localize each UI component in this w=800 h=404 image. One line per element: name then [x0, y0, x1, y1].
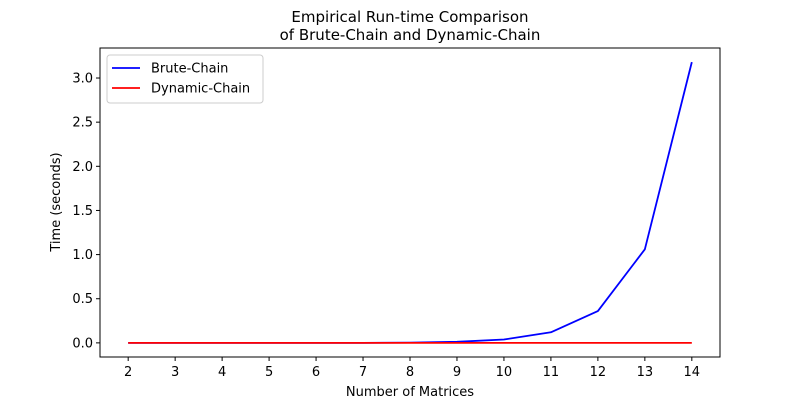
x-tick-label: 7	[359, 365, 367, 380]
y-tick-label: 1.5	[72, 204, 93, 219]
series-line-brute-chain	[128, 61, 693, 344]
x-tick-label: 11	[543, 365, 560, 380]
x-tick-label: 10	[496, 365, 513, 380]
x-tick-label: 6	[312, 365, 320, 380]
x-axis-ticks: 2 3 4 5 6 7 8 9 10 11 12 13 14	[124, 357, 700, 380]
y-tick-label: 0.0	[72, 336, 93, 351]
x-tick-label: 5	[265, 365, 273, 380]
x-tick-label: 8	[406, 365, 414, 380]
legend-label-dynamic-chain: Dynamic-Chain	[151, 82, 250, 97]
y-axis-label: Time (seconds)	[49, 152, 64, 252]
y-tick-label: 2.0	[72, 160, 93, 175]
x-tick-label: 14	[684, 365, 701, 380]
legend-label-brute-chain: Brute-Chain	[151, 62, 228, 77]
chart-title-line-2: of Brute-Chain and Dynamic-Chain	[280, 26, 541, 44]
x-tick-label: 9	[453, 365, 461, 380]
x-tick-label: 13	[637, 365, 654, 380]
x-tick-label: 3	[171, 365, 179, 380]
legend-box	[106, 54, 264, 104]
y-tick-label: 1.0	[72, 248, 93, 263]
x-axis-label: Number of Matrices	[346, 385, 474, 400]
series-lines	[128, 61, 693, 344]
y-tick-label: 3.0	[72, 72, 93, 87]
chart-title: Empirical Run-time Comparison of Brute-C…	[280, 8, 541, 44]
x-tick-label: 2	[124, 365, 132, 380]
x-tick-label: 4	[218, 365, 226, 380]
y-tick-label: 0.5	[72, 292, 93, 307]
y-axis-ticks: 0.0 0.5 1.0 1.5 2.0 2.5 3.0	[72, 72, 100, 351]
chart-title-line-1: Empirical Run-time Comparison	[291, 8, 528, 26]
legend: Brute-Chain Dynamic-Chain	[106, 54, 264, 104]
x-tick-label: 12	[590, 365, 607, 380]
y-tick-label: 2.5	[72, 116, 93, 131]
